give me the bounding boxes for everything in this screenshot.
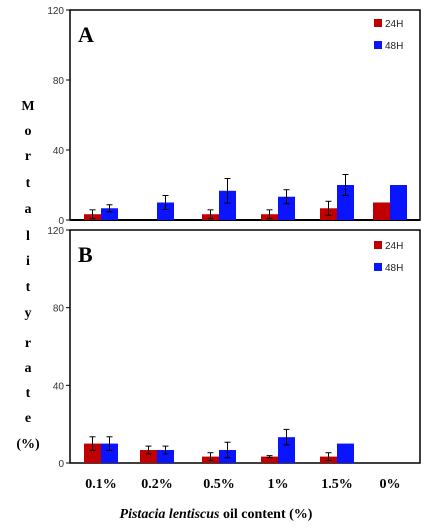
- bar-48h-3: [278, 196, 295, 220]
- x-axis-label-rest: oil content (%): [220, 507, 313, 522]
- legend-label-24h: 24H: [385, 241, 403, 252]
- x-category-label: 1.5%: [321, 477, 353, 492]
- y-axis-label-char: i: [26, 254, 30, 269]
- bar-48h-1: [157, 202, 174, 220]
- panel-b-frame: [69, 229, 421, 464]
- legend-swatch-24h: [374, 241, 382, 249]
- bar-48h-1: [157, 449, 174, 463]
- y-axis-label-char: r: [25, 149, 31, 164]
- y-tick-label: 80: [53, 304, 65, 315]
- bar-24h-3: [261, 456, 278, 463]
- legend-label-48h: 48H: [385, 263, 403, 274]
- y-axis-label-char: o: [25, 124, 32, 139]
- bar-48h-4: [337, 443, 354, 463]
- x-category-label: 0%: [380, 477, 401, 492]
- y-axis-label-char: y: [25, 306, 32, 321]
- y-tick-label: 40: [53, 381, 65, 392]
- bar-48h-3: [278, 437, 295, 463]
- y-axis-label-char: (%): [16, 437, 40, 452]
- y-axis-label-char: l: [26, 229, 30, 244]
- y-tick-label: 80: [53, 76, 65, 87]
- y-axis-label-char: a: [25, 361, 32, 376]
- y-axis-label-char: t: [26, 280, 31, 295]
- x-category-label: 0.2%: [141, 477, 173, 492]
- x-category-label: 1%: [268, 477, 289, 492]
- bar-48h-4: [337, 185, 354, 220]
- x-axis-label: Pistacia lentiscus oil content (%): [120, 507, 313, 522]
- y-tick-label: 0: [58, 216, 64, 227]
- bar-48h-5: [390, 185, 407, 220]
- panel-a: 0 40 80 120 24H 48H: [47, 6, 407, 227]
- x-category-label: 0.1%: [85, 477, 117, 492]
- bar-24h-1: [140, 449, 157, 463]
- legend-label-48h: 48H: [385, 41, 403, 52]
- panel-b-letter: B: [78, 242, 93, 267]
- bar-48h-2: [219, 190, 236, 220]
- bar-24h-0: [84, 443, 101, 463]
- y-axis-label-char: e: [25, 411, 31, 426]
- legend-swatch-48h: [374, 263, 382, 271]
- y-axis-label-char: t: [26, 386, 31, 401]
- y-tick-label: 40: [53, 146, 65, 157]
- bar-48h-0: [101, 208, 118, 220]
- x-category-labels: 0.1% 0.2% 0.5% 1% 1.5% 0%: [85, 477, 400, 492]
- bar-24h-5: [373, 202, 390, 220]
- x-axis-label-species: Pistacia lentiscus: [120, 507, 221, 522]
- panel-b: 0 40 80 120 24H 48H: [47, 226, 403, 470]
- legend-label-24h: 24H: [385, 19, 403, 30]
- y-axis-label-char: t: [26, 176, 31, 191]
- panel-a-frame: [69, 9, 421, 221]
- y-tick-label: 0: [58, 459, 64, 470]
- bar-48h-0: [101, 443, 118, 463]
- y-tick-label: 120: [47, 226, 64, 237]
- y-axis-label-char: a: [25, 202, 32, 217]
- y-tick-label: 120: [47, 6, 64, 17]
- y-axis-label-char: r: [25, 336, 31, 351]
- legend-swatch-24h: [374, 19, 382, 27]
- legend-swatch-48h: [374, 41, 382, 49]
- y-axis-label-char: M: [21, 99, 34, 114]
- x-category-label: 0.5%: [203, 477, 235, 492]
- panel-a-letter: A: [78, 22, 94, 47]
